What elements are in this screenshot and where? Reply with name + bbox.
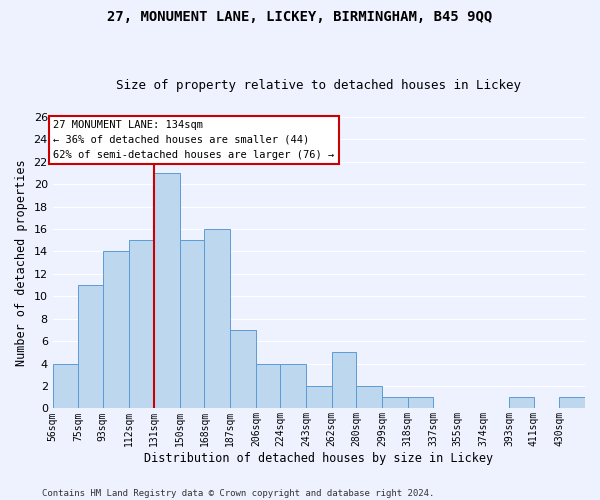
Bar bbox=[128, 240, 154, 408]
Bar bbox=[79, 285, 103, 408]
Bar bbox=[180, 240, 205, 408]
Y-axis label: Number of detached properties: Number of detached properties bbox=[15, 160, 28, 366]
Bar bbox=[230, 330, 256, 408]
Bar bbox=[559, 397, 585, 408]
Bar bbox=[103, 252, 128, 408]
Bar bbox=[280, 364, 306, 408]
Text: 27 MONUMENT LANE: 134sqm
← 36% of detached houses are smaller (44)
62% of semi-d: 27 MONUMENT LANE: 134sqm ← 36% of detach… bbox=[53, 120, 335, 160]
Bar bbox=[306, 386, 332, 408]
Bar bbox=[382, 397, 407, 408]
Bar bbox=[332, 352, 356, 408]
Bar bbox=[154, 173, 180, 408]
Bar bbox=[356, 386, 382, 408]
Bar bbox=[205, 229, 230, 408]
Title: Size of property relative to detached houses in Lickey: Size of property relative to detached ho… bbox=[116, 79, 521, 92]
Bar bbox=[256, 364, 280, 408]
Bar bbox=[53, 364, 79, 408]
Bar bbox=[509, 397, 533, 408]
Text: 27, MONUMENT LANE, LICKEY, BIRMINGHAM, B45 9QQ: 27, MONUMENT LANE, LICKEY, BIRMINGHAM, B… bbox=[107, 10, 493, 24]
X-axis label: Distribution of detached houses by size in Lickey: Distribution of detached houses by size … bbox=[144, 452, 493, 465]
Bar bbox=[407, 397, 433, 408]
Text: Contains HM Land Registry data © Crown copyright and database right 2024.: Contains HM Land Registry data © Crown c… bbox=[42, 488, 434, 498]
